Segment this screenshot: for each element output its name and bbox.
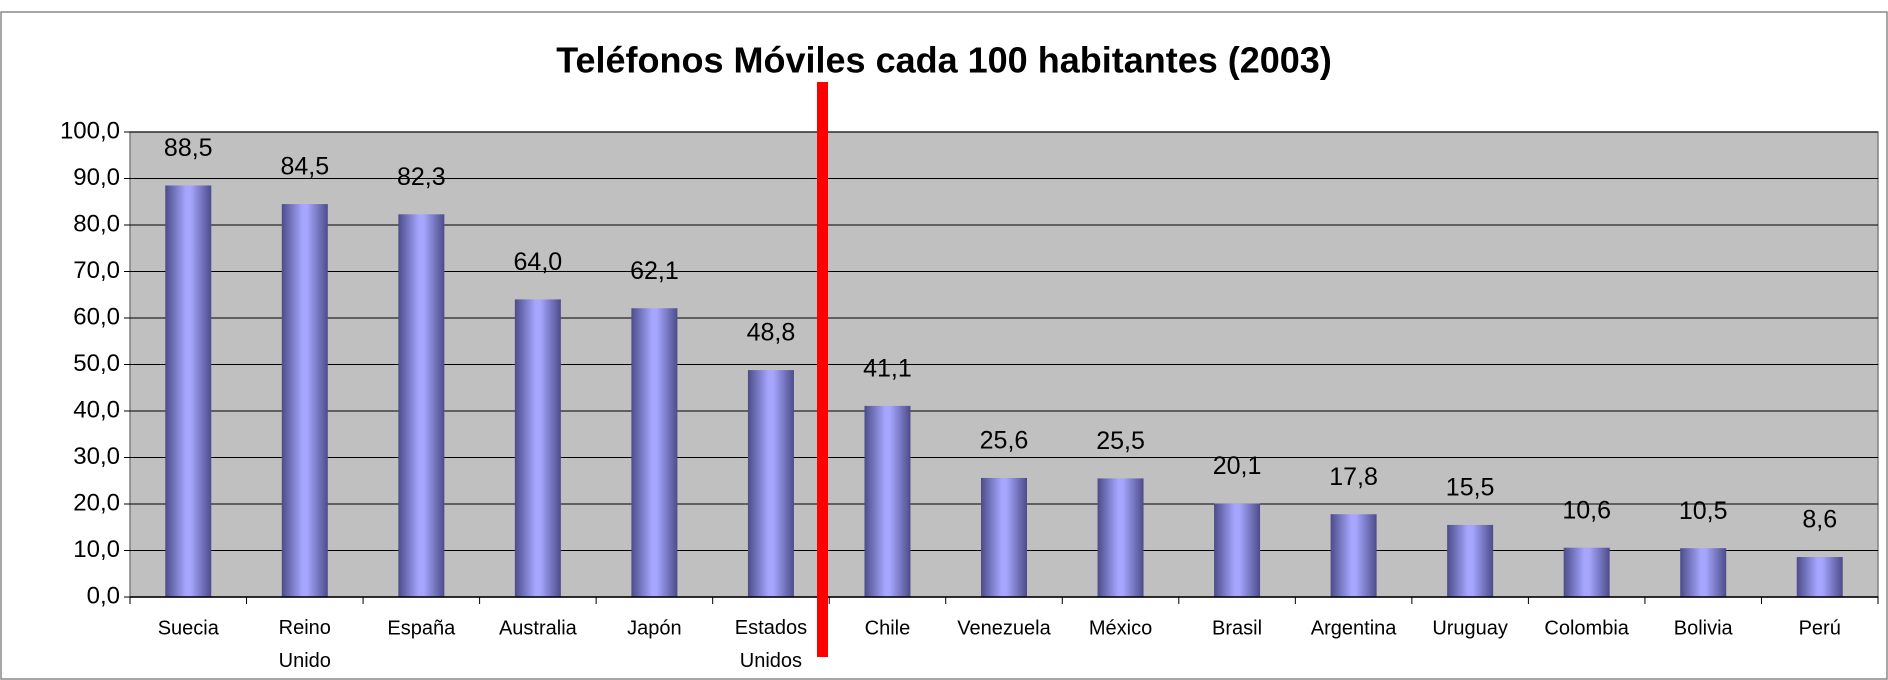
x-tick-label: Brasil [1212,617,1262,639]
bar [281,204,328,597]
data-label: 62,1 [630,257,679,285]
x-tick-label: Perú [1799,617,1841,639]
data-label: 64,0 [514,248,563,276]
data-label: 15,5 [1446,474,1495,502]
x-tick-label: Bolivia [1674,617,1734,639]
chart-title: Teléfonos Móviles cada 100 habitantes (2… [556,40,1332,81]
x-tick-label: México [1089,617,1152,639]
bar [864,405,911,597]
bar [747,370,794,597]
data-label: 84,5 [280,153,329,181]
y-tick-label: 80,0 [73,210,120,237]
x-tick-label: Japón [627,617,682,639]
bar [1563,547,1610,597]
bar [1330,514,1377,597]
x-tick-label: Estados Unidos [735,617,807,672]
y-tick-label: 70,0 [73,257,120,284]
y-tick-label: 30,0 [73,443,120,470]
data-label: 88,5 [164,134,213,162]
data-label: 48,8 [747,319,796,347]
y-tick-label: 40,0 [73,396,120,423]
data-label: 25,6 [980,427,1029,455]
x-tick-label: Argentina [1311,617,1397,639]
bar [1214,503,1261,597]
y-tick-label: 10,0 [73,536,120,563]
x-tick-label: Suecia [158,617,220,639]
x-tick-label: España [387,617,456,639]
bar [398,214,445,597]
bar [1796,557,1843,597]
divider-line [817,82,828,657]
data-label: 8,6 [1802,506,1837,534]
bar [1680,548,1727,597]
bar [631,308,678,597]
y-tick-label: 20,0 [73,489,120,516]
x-tick-label: Australia [499,617,578,639]
y-tick-label: 100,0 [60,117,120,144]
x-tick-label: Reino Unido [279,617,331,672]
bar [165,185,212,597]
bar [981,477,1027,597]
y-tick-label: 90,0 [73,164,120,191]
marks: 0,0 10,0 20,0 30,0 40,0 50,0 60,0 70,0 80,0 90,0 1… [60,117,1879,672]
y-tick-label: 0,0 [87,582,120,609]
x-tick-label: Colombia [1544,617,1629,639]
y-tick-label: 50,0 [73,350,120,377]
bar [514,299,561,597]
data-label: 10,5 [1679,497,1728,525]
x-tick-label: Uruguay [1432,617,1508,639]
data-label: 82,3 [397,163,446,191]
y-tick-label: 60,0 [73,303,120,330]
data-label: 25,5 [1096,427,1145,455]
data-label: 41,1 [863,354,912,382]
data-label: 20,1 [1213,452,1262,480]
bar [1097,478,1144,597]
x-tick-label: Chile [865,617,911,639]
data-label: 10,6 [1562,496,1611,524]
data-label: 17,8 [1329,463,1378,491]
bar [1447,524,1494,597]
x-tick-label: Venezuela [957,617,1051,639]
